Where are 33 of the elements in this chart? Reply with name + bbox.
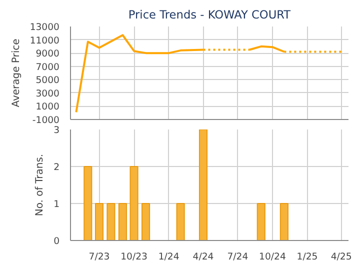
y-axis-title: Average Price [10, 38, 22, 108]
y-tick-label: 5000 [36, 75, 60, 86]
y-tick-label: 13000 [30, 22, 60, 33]
bar [198, 130, 208, 240]
y-tick-label: -1000 [32, 115, 60, 126]
y-tick-label: 3000 [36, 88, 60, 100]
bar [141, 203, 150, 240]
y-tick-label: 0 [54, 236, 60, 247]
x-tick-label: 10/23 [120, 252, 148, 262]
bar [256, 203, 266, 240]
bar [280, 203, 288, 240]
y-axis-title: No. of Trans. [34, 154, 46, 216]
x-tick-label: 1/25 [296, 252, 318, 262]
chart-title: Price Trends - KOWAY COURT [128, 8, 291, 22]
bar [118, 203, 127, 240]
y-tick-label: 11000 [30, 35, 60, 46]
x-tick-label: 7/23 [88, 252, 110, 262]
y-tick-label: 9000 [36, 48, 60, 60]
y-tick-label: 2 [54, 162, 60, 173]
bar [94, 203, 104, 240]
x-tick-label: 10/24 [259, 252, 286, 262]
bar [106, 203, 116, 240]
bar [176, 203, 185, 240]
y-tick-label: 1 [54, 199, 60, 210]
y-tick-label: 7000 [36, 62, 60, 73]
y-tick-label: 3 [54, 125, 60, 136]
x-tick-label: 4/25 [330, 252, 352, 262]
x-tick-label: 7/24 [227, 252, 248, 262]
x-tick-label: 1/24 [158, 252, 180, 262]
x-tick-label: 4/24 [192, 252, 214, 262]
bar [130, 166, 138, 240]
bar [84, 166, 92, 240]
y-tick-label: 1000 [36, 102, 60, 113]
